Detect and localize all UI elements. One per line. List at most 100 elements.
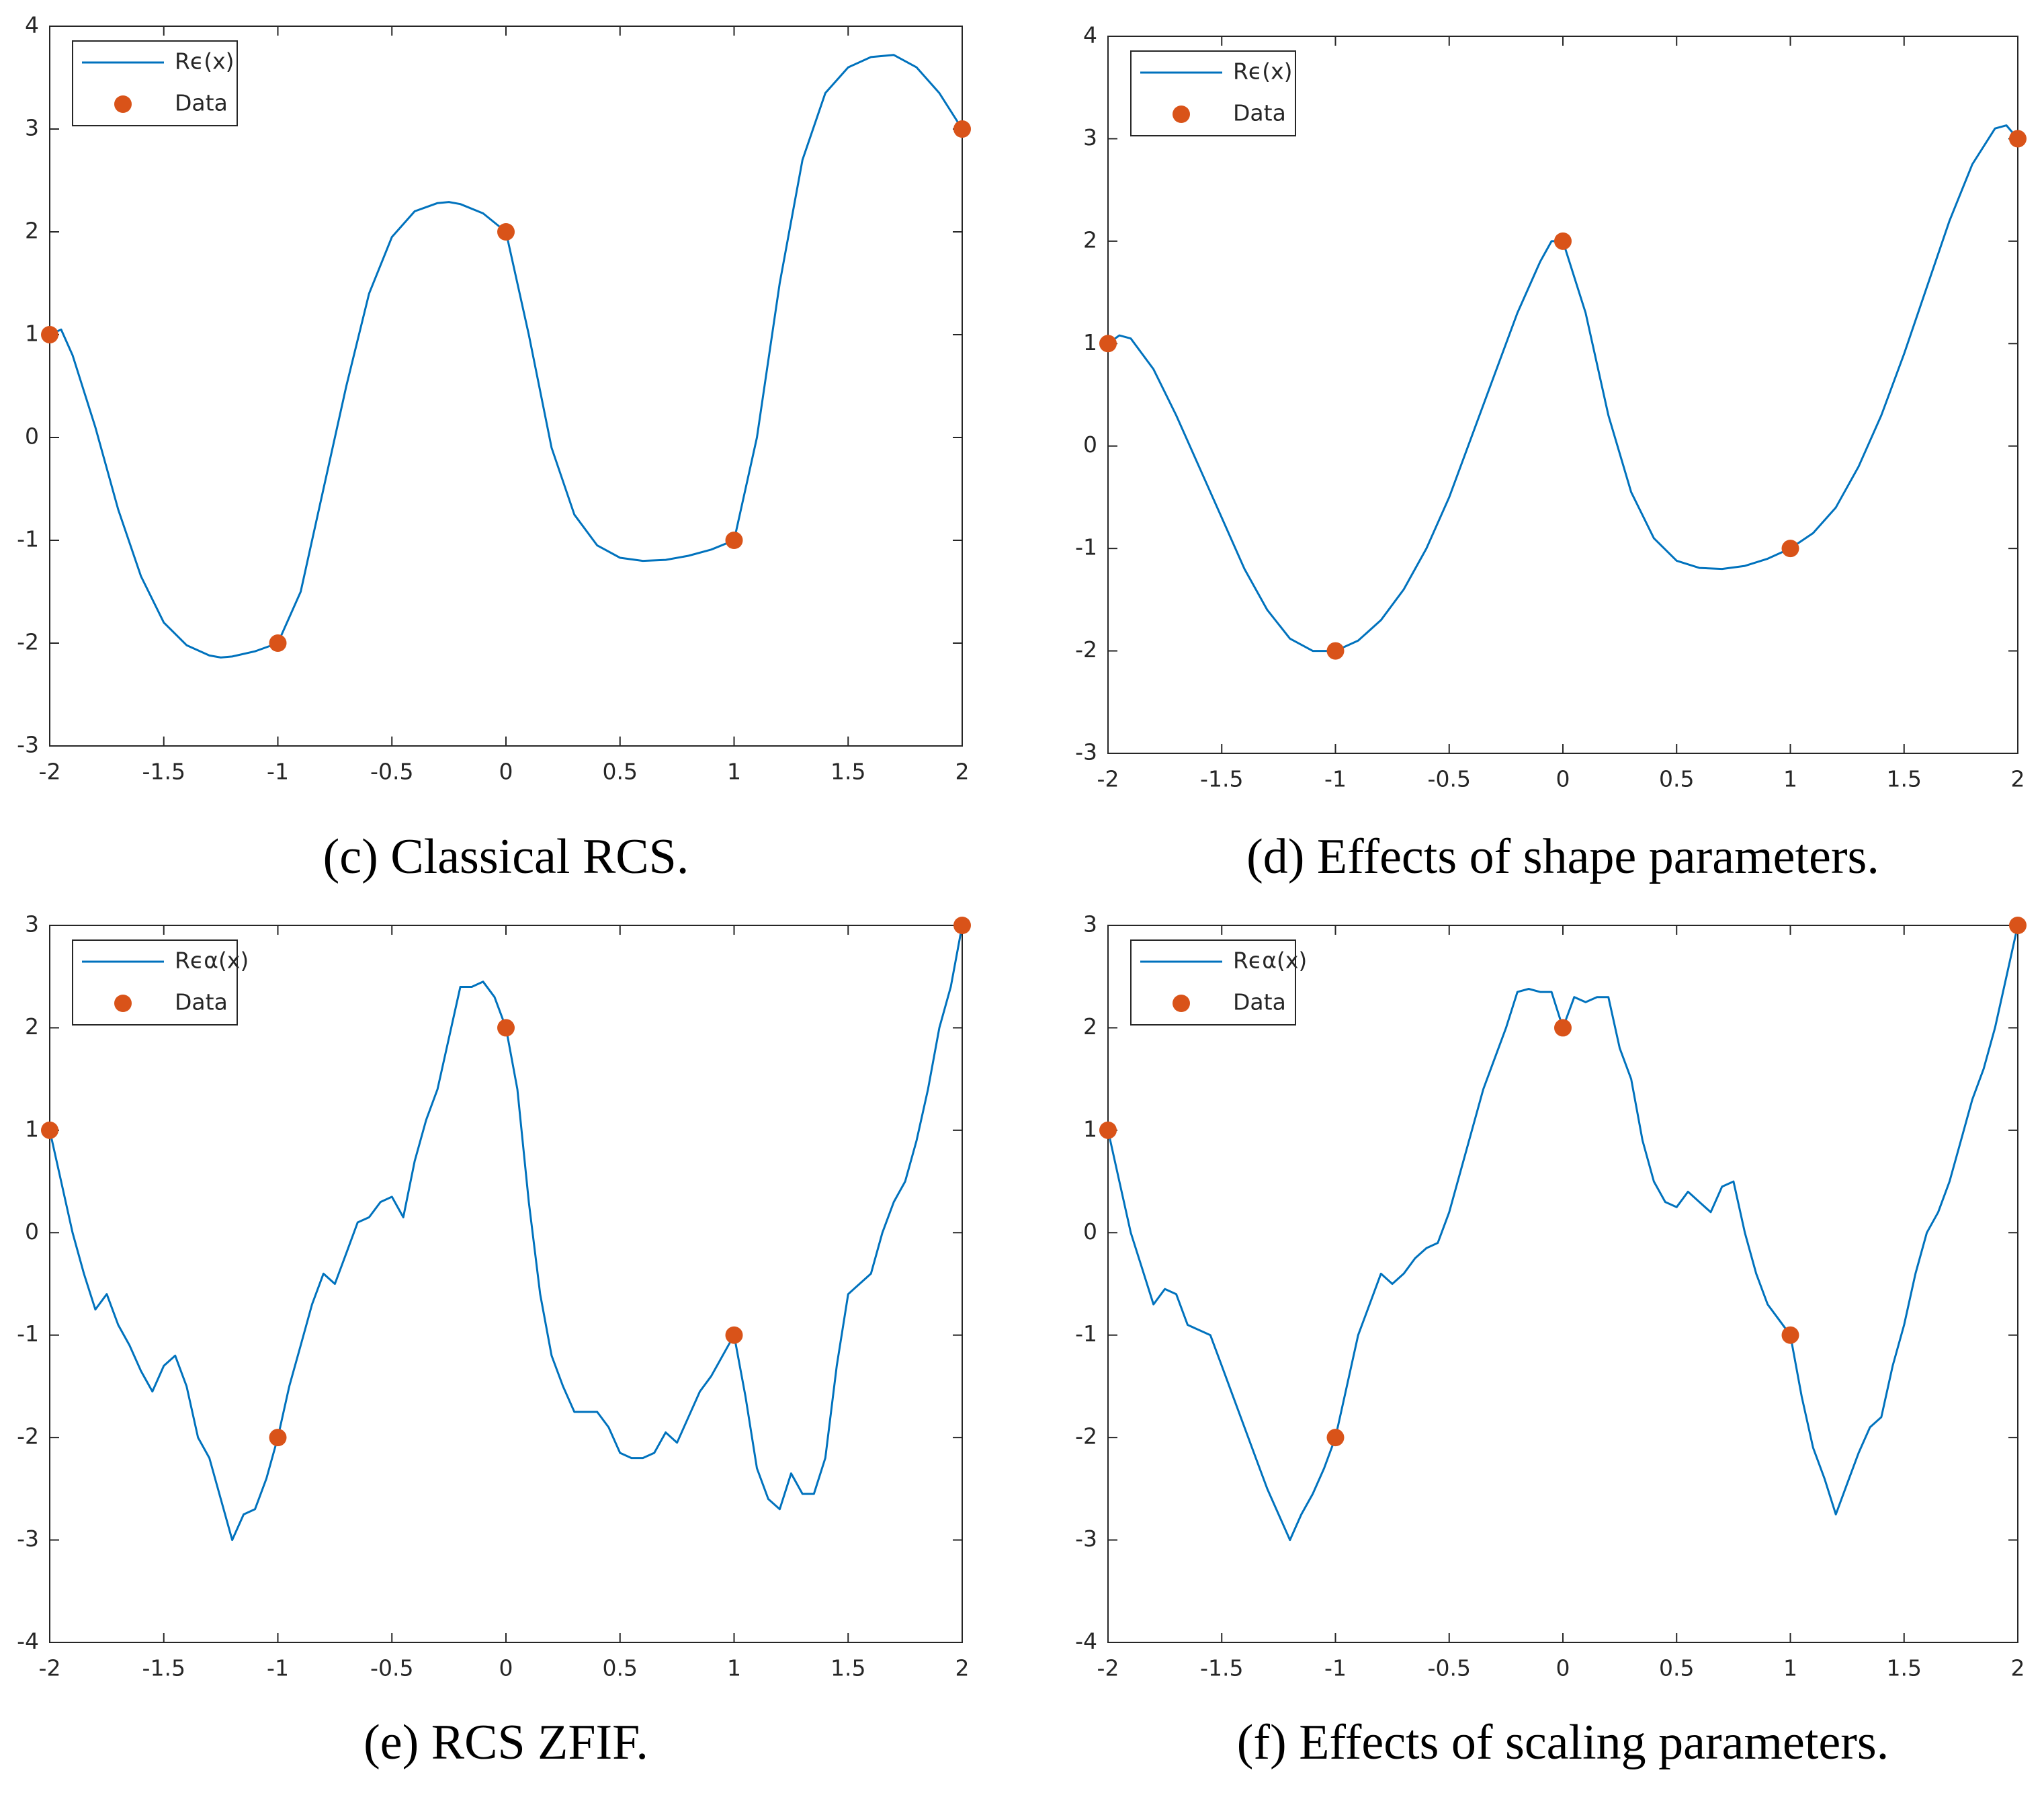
- legend-label: Rϵ(x): [1233, 58, 1293, 85]
- data-point: [497, 223, 515, 241]
- x-tick-label: -1: [267, 1655, 289, 1681]
- y-tick-label: -1: [17, 526, 39, 552]
- y-tick-label: 0: [1083, 431, 1097, 458]
- y-tick-label: -3: [17, 1525, 39, 1552]
- data-point: [725, 532, 743, 549]
- legend-marker: [114, 995, 132, 1012]
- data-point: [953, 120, 971, 138]
- panel: -2 -1.5 -1 -0.5 0 0.5 1 1.5 2-3-2-101234Rϵ(x)Dat…: [1075, 22, 2027, 884]
- x-tick-label: 2: [2011, 766, 2025, 792]
- y-tick-label: -2: [17, 1423, 39, 1450]
- legend-label: Data: [1233, 989, 1286, 1015]
- y-tick-label: 3: [1083, 124, 1097, 151]
- y-tick-label: 0: [1083, 1218, 1097, 1245]
- plot-area: [1107, 925, 2018, 1643]
- x-tick-label: 0: [1556, 1655, 1570, 1681]
- data-point: [1554, 1019, 1572, 1037]
- data-point: [1781, 540, 1799, 558]
- legend: Rϵ(x) Data: [1130, 50, 1296, 136]
- panel: -2 -1.5 -1 -0.5 0 0.5 1 1.5 2-3-2-101234Rϵ(x)Dat…: [17, 12, 971, 884]
- x-tick-label: 0.5: [1659, 1655, 1694, 1681]
- caption: (d) Effects of shape parameters.: [1246, 829, 1879, 884]
- y-tick-label: -4: [1075, 1628, 1097, 1655]
- data-point: [1099, 1121, 1117, 1139]
- x-tick-label: 1.5: [831, 759, 865, 785]
- data-point: [1326, 642, 1345, 660]
- x-tick-label: 2: [955, 1655, 970, 1681]
- curve: [49, 54, 964, 659]
- data-point: [725, 1326, 743, 1344]
- caption: (e) RCS ZFIF.: [364, 1715, 648, 1770]
- x-tick-label: 1: [1783, 766, 1797, 792]
- y-tick-label: 3: [1083, 911, 1097, 937]
- x-tick-label: 1.5: [831, 1655, 865, 1681]
- x-tick-label: 1: [1783, 1655, 1797, 1681]
- y-tick-label: 1: [25, 1116, 39, 1142]
- x-tick-label: -1.5: [1200, 766, 1243, 792]
- legend-marker: [114, 95, 132, 113]
- y-tick-label: 2: [1083, 226, 1097, 253]
- legend-label: Data: [1233, 100, 1286, 126]
- legend-label: Data: [175, 989, 228, 1015]
- y-tick-label: -1: [17, 1321, 39, 1347]
- x-tick-label: 1: [727, 759, 741, 785]
- x-tick-label: -2: [1097, 766, 1119, 792]
- data-point: [953, 917, 971, 934]
- data-point: [2009, 130, 2027, 148]
- y-tick-label: 4: [1083, 22, 1097, 48]
- y-tick-label: -3: [17, 732, 39, 758]
- legend-label: Data: [175, 90, 228, 116]
- x-tick-label: 1: [727, 1655, 741, 1681]
- x-tick-label: -1.5: [142, 759, 185, 785]
- legend-box: [1130, 50, 1296, 136]
- y-tick-label: -4: [17, 1628, 39, 1655]
- legend-box: [72, 40, 238, 126]
- x-tick-label: -2: [1097, 1655, 1119, 1681]
- x-tick-label: -1: [1324, 1655, 1347, 1681]
- x-tick-label: -1: [1324, 766, 1347, 792]
- y-tick-label: -1: [1075, 1321, 1097, 1347]
- y-tick-label: 2: [25, 1013, 39, 1040]
- x-tick-label: 2: [2011, 1655, 2025, 1681]
- x-tick-label: 0: [1556, 766, 1570, 792]
- x-tick-label: 1.5: [1887, 1655, 1922, 1681]
- data-point: [2009, 917, 2027, 934]
- data-point: [1326, 1429, 1345, 1447]
- data-point: [1781, 1326, 1799, 1344]
- caption: (c) Classical RCS.: [323, 829, 689, 884]
- caption: (f) Effects of scaling parameters.: [1237, 1715, 1889, 1770]
- x-tick-label: -1: [267, 759, 289, 785]
- x-tick-label: -2: [39, 759, 61, 785]
- panel: -2 -1.5 -1 -0.5 0 0.5 1 1.5 2 -4 -3 -2 -1 0 1 2 3 Rϵα(x) D…: [17, 911, 971, 1770]
- panel: -2 -1.5 -1 -0.5 0 0.5 1 1.5 2 -4 -3 -2 -1 0 1 2 3 Rϵα(x) D…: [1075, 911, 2027, 1770]
- y-tick-label: -3: [1075, 1525, 1097, 1552]
- data-point: [269, 1429, 287, 1447]
- x-tick-label: 0: [499, 1655, 513, 1681]
- legend-marker: [1173, 106, 1190, 123]
- x-tick-label: -1.5: [1200, 1655, 1243, 1681]
- y-tick-label: 1: [1083, 329, 1097, 355]
- data-point: [1554, 232, 1572, 250]
- data-point: [41, 326, 58, 343]
- x-tick-label: 0.5: [603, 759, 638, 785]
- y-tick-label: -1: [1075, 534, 1097, 560]
- data-point: [1099, 335, 1117, 353]
- data-point: [41, 1121, 58, 1139]
- y-tick-label: 2: [1083, 1013, 1097, 1040]
- legend-box: [1130, 939, 1296, 1026]
- x-tick-label: 2: [955, 759, 970, 785]
- y-tick-label: 1: [25, 321, 39, 347]
- y-tick-label: 0: [25, 1218, 39, 1245]
- legend: Rϵ(x) Data: [72, 40, 238, 126]
- legend-label: Rϵα(x): [175, 948, 249, 974]
- data-point: [269, 634, 287, 652]
- plot-area: [49, 925, 963, 1643]
- plot-area: [1107, 36, 2018, 754]
- legend: Rϵα(x) Data: [72, 939, 249, 1026]
- x-tick-label: -0.5: [370, 759, 413, 785]
- legend-label: Rϵ(x): [175, 48, 235, 75]
- legend-marker: [1173, 995, 1190, 1012]
- y-tick-label: -2: [1075, 1423, 1097, 1450]
- plot-area: [49, 26, 963, 747]
